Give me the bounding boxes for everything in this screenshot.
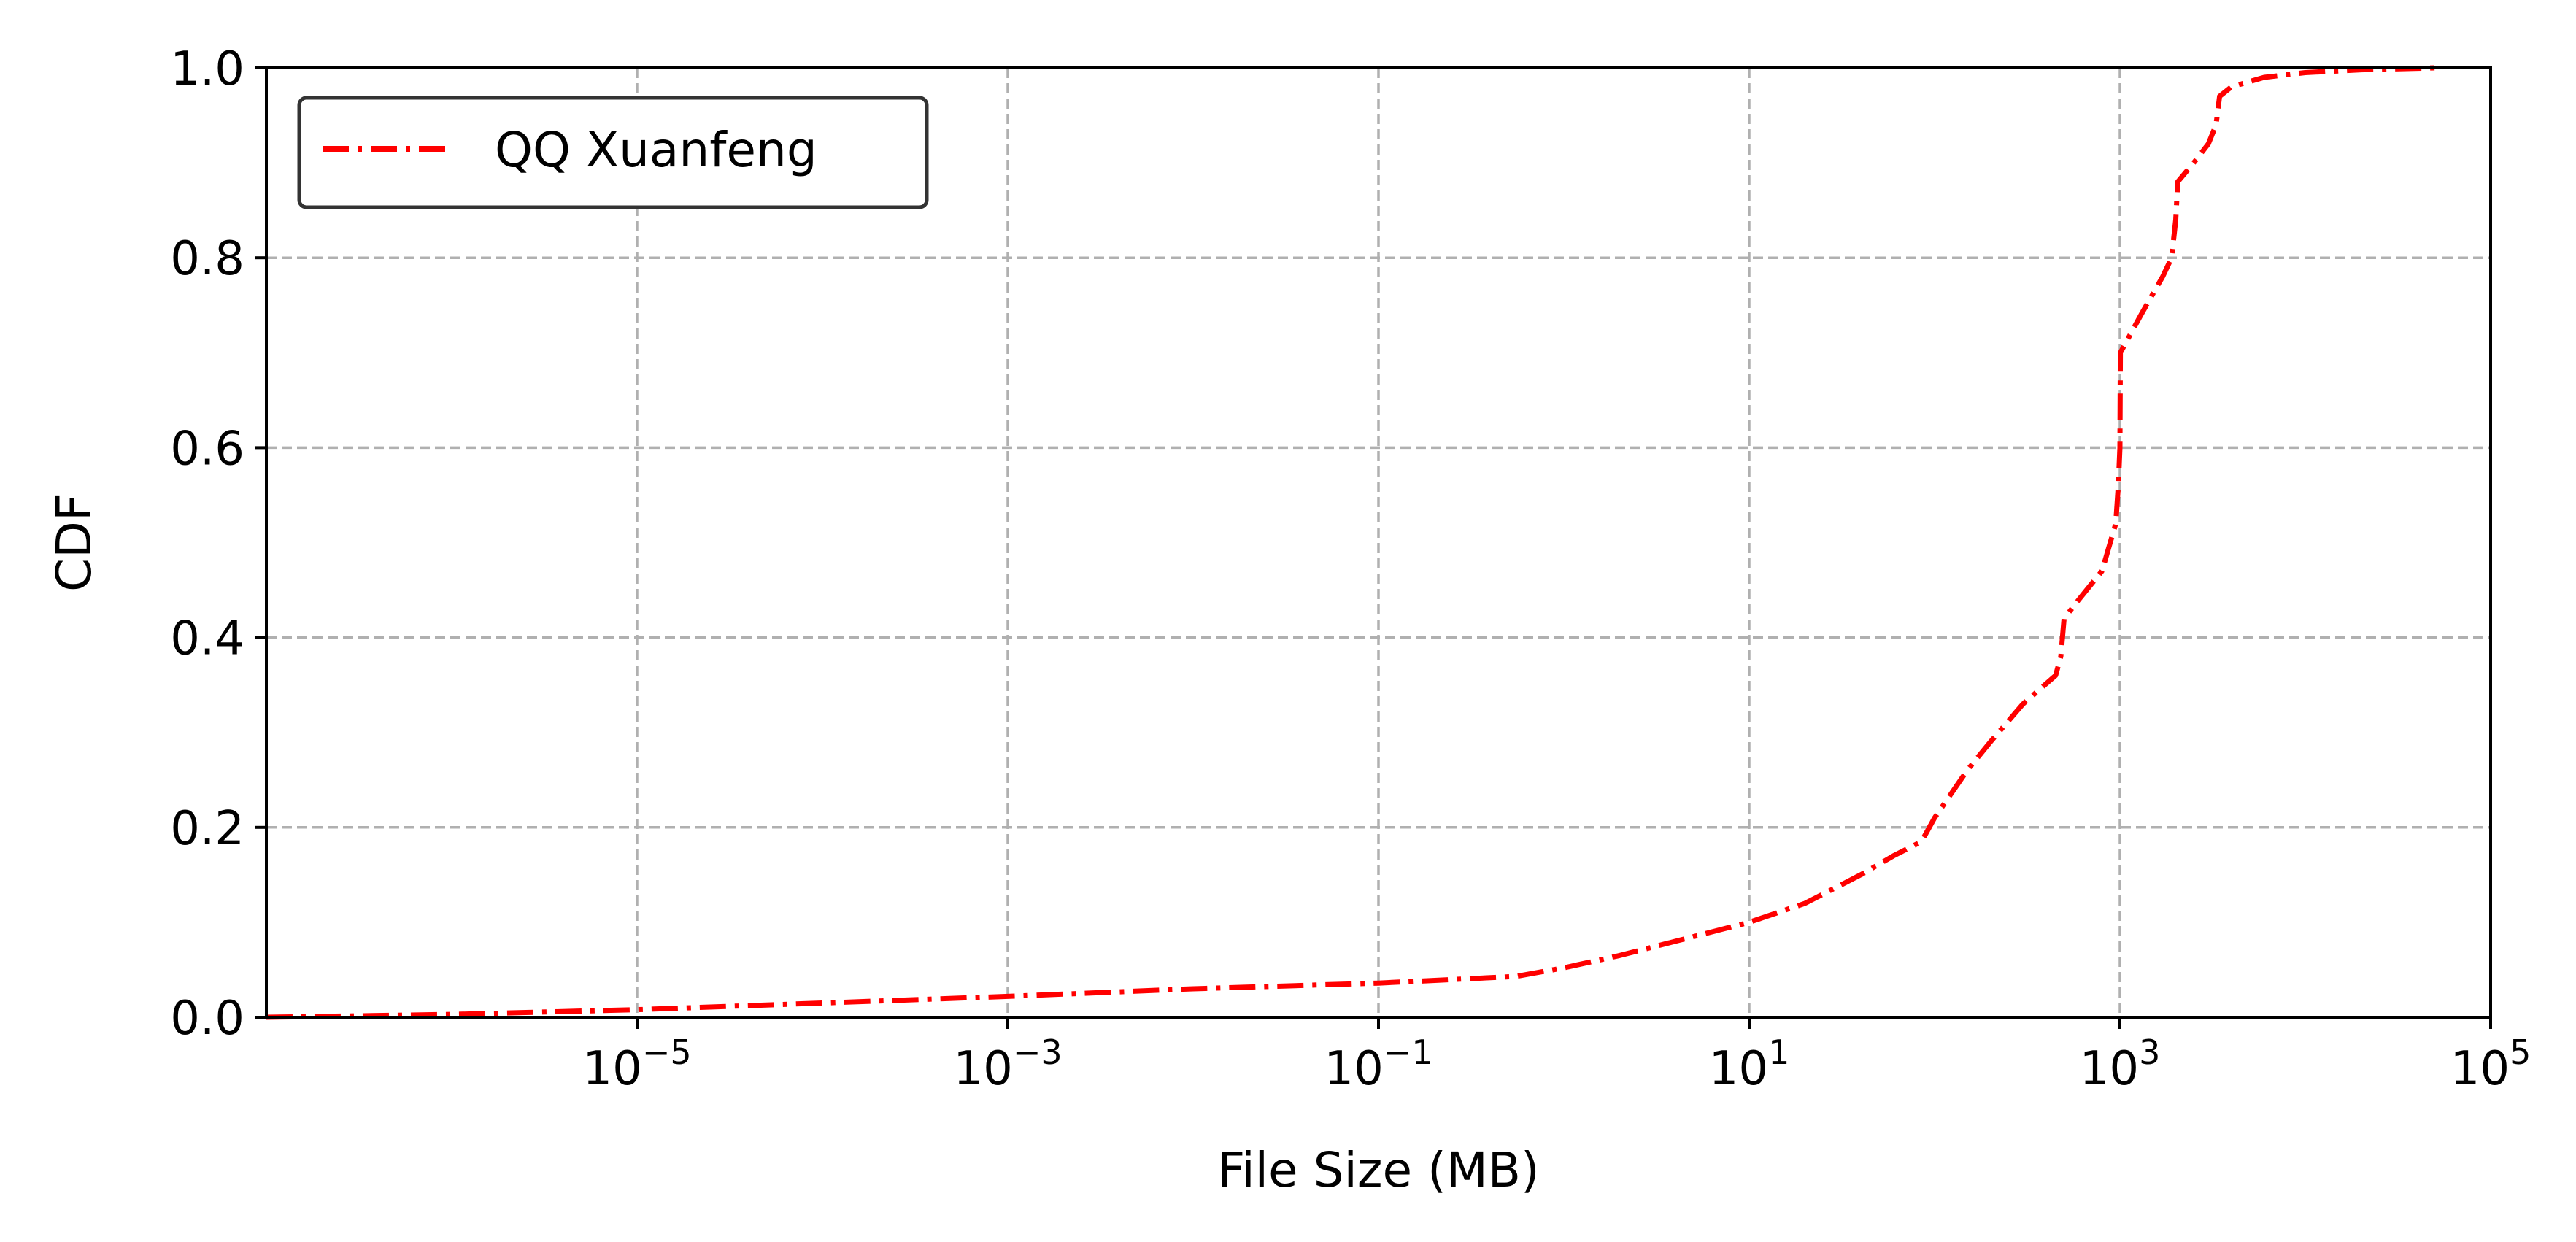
x-tick-label-base: 10 bbox=[953, 1042, 1012, 1096]
x-tick-label-exponent: 3 bbox=[2139, 1033, 2160, 1072]
y-tick-label: 0.6 bbox=[170, 422, 244, 476]
x-tick-label-base: 10 bbox=[1709, 1042, 1768, 1096]
x-tick-label: 101 bbox=[1709, 1033, 1790, 1096]
x-tick-label-base: 10 bbox=[582, 1042, 641, 1096]
x-tick-label: 105 bbox=[2450, 1033, 2531, 1096]
x-tick-label: 10−1 bbox=[1324, 1033, 1432, 1096]
legend-box bbox=[297, 96, 929, 209]
legend-label: QQ Xuanfeng bbox=[495, 122, 817, 178]
x-tick-label: 10−3 bbox=[953, 1033, 1062, 1096]
x-tick-label: 103 bbox=[2080, 1033, 2161, 1096]
x-tick-label-base: 10 bbox=[2450, 1042, 2510, 1096]
x-tick-label-exponent: −1 bbox=[1384, 1033, 1433, 1072]
y-tick-label: 1.0 bbox=[170, 42, 244, 96]
x-tick-label-base: 10 bbox=[2080, 1042, 2139, 1096]
y-tick-label: 0.0 bbox=[170, 992, 244, 1046]
series-line-qq-xuanfeng bbox=[266, 65, 2435, 1020]
grid-lines bbox=[266, 68, 2491, 1017]
x-tick-label-exponent: 1 bbox=[1768, 1033, 1789, 1072]
x-tick-label-exponent: −5 bbox=[642, 1033, 692, 1072]
y-tick-label: 0.8 bbox=[170, 232, 244, 286]
y-axis-title: CDF bbox=[46, 493, 102, 592]
x-tick-label-exponent: 5 bbox=[2510, 1033, 2531, 1072]
y-tick-label: 0.4 bbox=[170, 612, 244, 666]
x-tick-label-base: 10 bbox=[1324, 1042, 1383, 1096]
y-tick-label: 0.2 bbox=[170, 802, 244, 856]
y-axis-ticks: 0.0 0.2 0.4 0.6 0.8 1.0 bbox=[170, 42, 266, 1046]
x-axis-ticks: 10−5 10−3 10−1 101 103 105 bbox=[582, 1017, 2531, 1096]
legend: QQ Xuanfeng bbox=[297, 96, 929, 209]
x-axis-title: File Size (MB) bbox=[1217, 1142, 1540, 1198]
x-tick-label-exponent: −3 bbox=[1013, 1033, 1063, 1072]
x-tick-label: 10−5 bbox=[582, 1033, 691, 1096]
series-layer bbox=[266, 65, 2435, 1020]
